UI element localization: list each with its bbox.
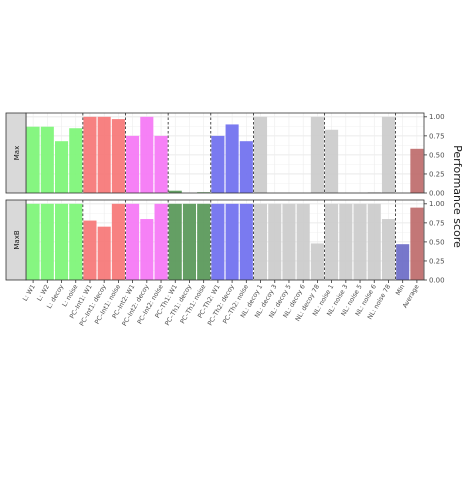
bar-maxb-23: [353, 203, 367, 280]
bar-maxb-20: [310, 243, 324, 280]
bar-maxb-9: [154, 203, 168, 280]
bar-maxb-11: [182, 203, 197, 280]
y-tick-label: 0.75: [429, 219, 445, 227]
bar-max-1: [40, 126, 54, 193]
bar-maxb-16: [253, 203, 268, 280]
bar-maxb-3: [69, 203, 83, 280]
bar-maxb-25: [381, 219, 396, 280]
bar-max-4: [83, 116, 97, 193]
y-tick-label: 0.50: [429, 238, 445, 246]
y-tick-label: 0.75: [429, 132, 445, 140]
bar-max-27: [410, 148, 424, 193]
bar-max-13: [211, 135, 225, 193]
bar-max-10: [168, 190, 182, 193]
bar-maxb-22: [339, 203, 353, 280]
bar-maxb-19: [296, 203, 310, 280]
facet-strip-label: MaxB: [13, 230, 21, 249]
bar-max-2: [54, 141, 69, 193]
y-tick-label: 1.00: [429, 200, 445, 208]
y-tick-label: 0.00: [429, 189, 445, 197]
y-tick-label: 0.25: [429, 170, 445, 178]
bar-max-25: [381, 116, 396, 193]
bar-max-0: [26, 126, 40, 193]
bar-max-9: [154, 135, 168, 193]
bar-max-5: [97, 116, 111, 193]
bar-maxb-5: [97, 226, 111, 280]
bar-maxb-26: [396, 244, 410, 280]
bar-maxb-1: [40, 203, 54, 280]
bar-maxb-4: [83, 220, 97, 280]
y-tick-label: 1.00: [429, 113, 445, 121]
bar-maxb-8: [140, 219, 154, 280]
bar-maxb-0: [26, 203, 40, 280]
bar-maxb-7: [126, 203, 140, 280]
bar-maxb-27: [410, 207, 424, 280]
bar-maxb-2: [54, 203, 69, 280]
y-tick-label: 0.50: [429, 151, 445, 159]
bar-maxb-24: [367, 203, 381, 280]
bar-max-20: [310, 116, 324, 193]
bar-maxb-17: [268, 203, 282, 280]
bar-maxb-6: [111, 203, 125, 280]
bar-max-7: [126, 135, 140, 193]
bar-maxb-14: [225, 203, 239, 280]
bar-max-8: [140, 116, 154, 193]
y-tick-label: 0.25: [429, 257, 445, 265]
bar-max-15: [239, 141, 253, 193]
bar-max-6: [111, 119, 125, 193]
bar-max-14: [225, 124, 239, 193]
facet-strip: [5, 199, 27, 281]
x-tick-label: Min: [395, 284, 407, 297]
x-tick-label: L: W1: [22, 284, 37, 303]
y-tick-label: 0.00: [429, 276, 445, 284]
facet-strip: [5, 112, 27, 194]
bar-maxb-10: [168, 203, 182, 280]
facet-strip-label: Max: [13, 146, 21, 160]
y-axis-title: Performance score: [451, 145, 464, 248]
bar-max-21: [325, 129, 339, 193]
bar-maxb-15: [239, 203, 253, 280]
bar-maxb-13: [211, 203, 225, 280]
bar-maxb-21: [325, 203, 339, 280]
bar-maxb-18: [282, 203, 296, 280]
bar-maxb-12: [197, 203, 211, 280]
bar-max-3: [69, 128, 83, 193]
bar-max-16: [253, 116, 268, 193]
